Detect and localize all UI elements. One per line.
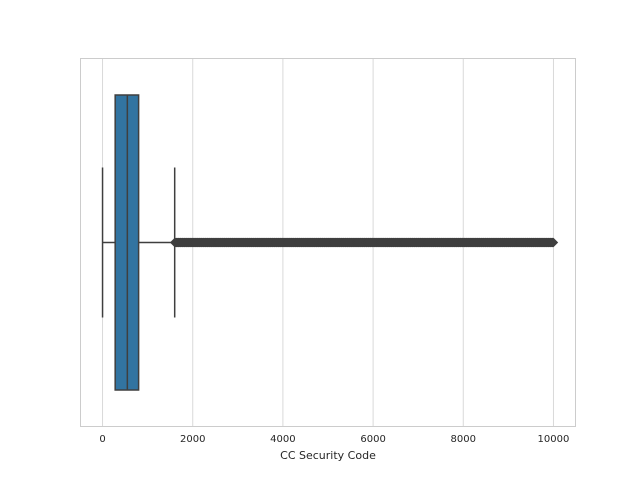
- x-tick-label-0: 0: [99, 434, 105, 445]
- outlier-points: [169, 237, 559, 248]
- plot-frame: [80, 58, 576, 427]
- x-tick-labels: 0 2000 4000 6000 8000 10000: [99, 434, 569, 445]
- x-tick-label-4000: 4000: [270, 434, 295, 445]
- x-tick-label-10000: 10000: [538, 434, 570, 445]
- box-plot-marks: [101, 94, 559, 391]
- outlier-point: [548, 237, 559, 248]
- x-axis-label: CC Security Code: [280, 449, 376, 462]
- x-tick-label-2000: 2000: [180, 434, 205, 445]
- x-tick-label-6000: 6000: [360, 434, 385, 445]
- x-tick-label-8000: 8000: [451, 434, 476, 445]
